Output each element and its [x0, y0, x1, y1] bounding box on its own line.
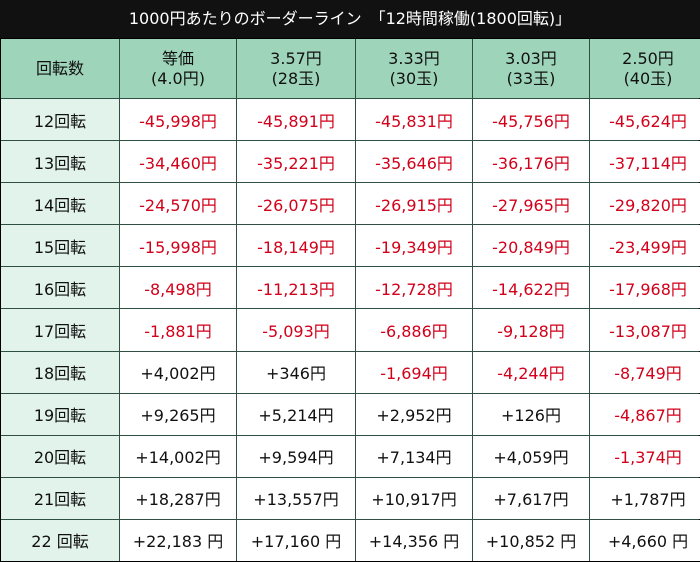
value-cell: +14,356 円	[356, 519, 472, 561]
value-cell: +10,852 円	[473, 519, 589, 561]
row-label: 12回転	[1, 99, 119, 141]
value-cell: -35,221円	[237, 141, 355, 183]
value-cell: -1,881円	[120, 309, 236, 351]
value-cell: -45,998円	[120, 99, 236, 141]
value-cell: -14,622円	[473, 267, 589, 309]
value-cell: +22,183 円	[120, 519, 236, 561]
table-title: 1000円あたりのボーダーライン 「12時間稼働(1800回転)」	[0, 0, 700, 38]
value-cell: -20,849円	[473, 225, 589, 267]
row-label: 19回転	[1, 393, 119, 435]
header-line: 3.33円	[388, 48, 440, 68]
value-cell: -17,968円	[590, 267, 700, 309]
value-cell: -45,624円	[590, 99, 700, 141]
row-label: 17回転	[1, 309, 119, 351]
value-cell: -15,998円	[120, 225, 236, 267]
value-cell: -23,499円	[590, 225, 700, 267]
row-label: 13回転	[1, 141, 119, 183]
value-cell: +18,287円	[120, 477, 236, 519]
row-label: 16回転	[1, 267, 119, 309]
value-cell: +2,952円	[356, 393, 472, 435]
value-cell: -4,867円	[590, 393, 700, 435]
value-cell: -26,075円	[237, 183, 355, 225]
row-label: 14回転	[1, 183, 119, 225]
value-cell: +4,660 円	[590, 519, 700, 561]
row-label: 22 回転	[1, 519, 119, 561]
value-cell: -11,213円	[237, 267, 355, 309]
header-line: (4.0円)	[151, 68, 205, 88]
value-cell: -12,728円	[356, 267, 472, 309]
header-corner: 回転数	[1, 39, 119, 98]
value-cell: +1,787円	[590, 477, 700, 519]
value-cell: -27,965円	[473, 183, 589, 225]
value-cell: -26,915円	[356, 183, 472, 225]
row-label: 20回転	[1, 435, 119, 477]
value-cell: -45,891円	[237, 99, 355, 141]
header-cell: 3.57円 (28玉)	[237, 39, 355, 98]
header-line: (28玉)	[271, 68, 321, 88]
value-cell: +17,160 円	[237, 519, 355, 561]
value-cell: -37,114円	[590, 141, 700, 183]
value-cell: -24,570円	[120, 183, 236, 225]
header-cell: 3.33円 (30玉)	[356, 39, 472, 98]
header-line: 等価	[161, 48, 194, 68]
row-label: 21回転	[1, 477, 119, 519]
value-cell: +7,617円	[473, 477, 589, 519]
value-cell: -8,498円	[120, 267, 236, 309]
border-table: 回転数 等価 (4.0円) 3.57円 (28玉) 3.33円 (30玉) 3.03円 (33玉…	[0, 38, 700, 562]
value-cell: +126円	[473, 393, 589, 435]
value-cell: -5,093円	[237, 309, 355, 351]
value-cell: +346円	[237, 351, 355, 393]
value-cell: -8,749円	[590, 351, 700, 393]
value-cell: -45,831円	[356, 99, 472, 141]
value-cell: +5,214円	[237, 393, 355, 435]
value-cell: -1,374円	[590, 435, 700, 477]
value-cell: +4,002円	[120, 351, 236, 393]
value-cell: -6,886円	[356, 309, 472, 351]
value-cell: +9,594円	[237, 435, 355, 477]
header-line: 3.57円	[270, 48, 322, 68]
header-cell: 等価 (4.0円)	[120, 39, 236, 98]
value-cell: +13,557円	[237, 477, 355, 519]
value-cell: +9,265円	[120, 393, 236, 435]
value-cell: -9,128円	[473, 309, 589, 351]
header-line: 2.50円	[622, 48, 674, 68]
value-cell: -35,646円	[356, 141, 472, 183]
row-label: 18回転	[1, 351, 119, 393]
header-line: (40玉)	[623, 68, 673, 88]
value-cell: -45,756円	[473, 99, 589, 141]
value-cell: -36,176円	[473, 141, 589, 183]
value-cell: -34,460円	[120, 141, 236, 183]
value-cell: -29,820円	[590, 183, 700, 225]
header-line: (30玉)	[389, 68, 439, 88]
value-cell: +10,917円	[356, 477, 472, 519]
value-cell: -13,087円	[590, 309, 700, 351]
value-cell: -1,694円	[356, 351, 472, 393]
header-cell: 2.50円 (40玉)	[590, 39, 700, 98]
value-cell: -4,244円	[473, 351, 589, 393]
value-cell: +14,002円	[120, 435, 236, 477]
value-cell: +4,059円	[473, 435, 589, 477]
value-cell: -18,149円	[237, 225, 355, 267]
value-cell: -19,349円	[356, 225, 472, 267]
header-line: 3.03円	[505, 48, 557, 68]
value-cell: +7,134円	[356, 435, 472, 477]
header-line: (33玉)	[506, 68, 556, 88]
header-cell: 3.03円 (33玉)	[473, 39, 589, 98]
row-label: 15回転	[1, 225, 119, 267]
